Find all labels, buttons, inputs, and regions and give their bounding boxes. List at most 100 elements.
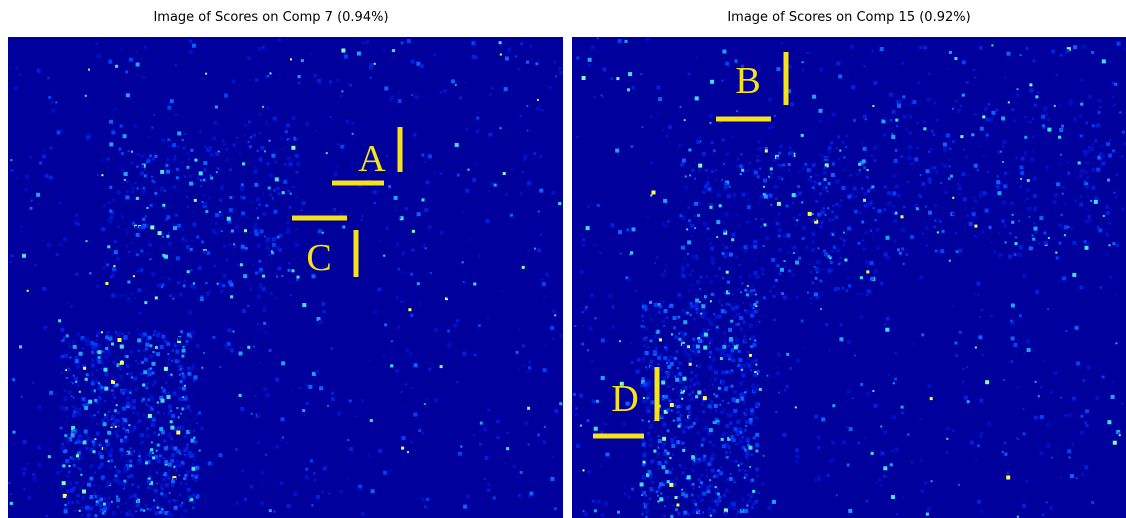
speckle xyxy=(268,509,272,513)
speckle xyxy=(776,163,779,166)
speckle xyxy=(965,81,969,85)
speckle xyxy=(1113,191,1116,194)
speckle xyxy=(274,150,277,153)
speckle xyxy=(374,310,378,314)
speckle xyxy=(76,451,81,456)
speckle xyxy=(350,162,353,164)
speckle xyxy=(104,372,109,377)
speckle xyxy=(819,67,824,72)
speckle xyxy=(732,136,734,139)
speckle xyxy=(74,509,77,512)
speckle xyxy=(664,264,667,267)
speckle xyxy=(177,425,182,430)
speckle xyxy=(185,245,190,249)
speckle xyxy=(170,425,175,430)
speckle xyxy=(928,181,932,184)
speckle xyxy=(660,414,664,418)
speckle xyxy=(1041,124,1045,128)
speckle xyxy=(1032,135,1036,139)
speckle xyxy=(1002,145,1005,148)
speckle xyxy=(83,429,88,434)
speckle xyxy=(123,487,126,490)
speckle xyxy=(258,267,263,272)
speckle xyxy=(146,158,151,163)
speckle xyxy=(642,344,646,348)
speckle xyxy=(1116,41,1121,46)
speckle xyxy=(172,157,177,162)
speckle xyxy=(409,352,413,356)
speckle xyxy=(85,505,90,510)
speckle xyxy=(709,460,712,463)
speckle xyxy=(707,329,710,332)
speckle xyxy=(115,383,119,387)
speckle xyxy=(683,510,688,515)
speckle xyxy=(684,257,687,260)
speckle xyxy=(630,361,634,365)
speckle xyxy=(165,381,168,384)
speckle xyxy=(106,157,110,161)
speckle xyxy=(1044,113,1048,117)
speckle xyxy=(117,470,121,473)
speckle xyxy=(649,115,653,119)
speckle xyxy=(1094,139,1098,143)
speckle xyxy=(192,506,195,509)
speckle xyxy=(473,434,476,436)
speckle xyxy=(86,436,91,441)
speckle xyxy=(129,447,132,450)
speckle xyxy=(800,133,804,137)
speckle xyxy=(767,506,772,510)
speckle xyxy=(950,174,953,178)
speckle xyxy=(1047,127,1052,132)
speckle xyxy=(642,320,644,323)
speckle xyxy=(297,75,301,79)
speckle xyxy=(744,469,747,472)
speckle xyxy=(753,303,757,307)
speckle xyxy=(138,455,141,458)
speckle xyxy=(717,314,722,319)
speckle xyxy=(981,230,985,234)
speckle xyxy=(101,227,105,232)
speckle xyxy=(106,330,111,335)
speckle xyxy=(801,201,804,204)
speckle xyxy=(99,454,104,459)
speckle xyxy=(849,193,854,197)
speckle xyxy=(705,226,708,229)
speckle xyxy=(123,418,128,423)
speckle xyxy=(331,391,335,395)
speckle xyxy=(239,263,243,267)
speckle xyxy=(108,352,112,356)
speckle xyxy=(888,373,890,376)
speckle xyxy=(926,507,931,512)
speckle xyxy=(147,136,150,139)
speckle xyxy=(884,323,886,325)
speckle xyxy=(533,152,537,156)
speckle xyxy=(694,202,697,205)
speckle xyxy=(321,490,324,494)
speckle xyxy=(703,345,708,350)
speckle xyxy=(710,292,714,296)
speckle xyxy=(395,368,400,373)
speckle xyxy=(700,473,704,477)
speckle xyxy=(1039,415,1044,419)
speckle xyxy=(744,428,747,432)
speckle xyxy=(708,318,712,323)
speckle xyxy=(166,234,170,238)
speckle xyxy=(801,68,805,72)
speckle xyxy=(760,267,765,272)
speckle xyxy=(852,397,855,400)
speckle xyxy=(157,283,162,288)
speckle xyxy=(1003,441,1007,445)
speckle xyxy=(232,143,236,147)
speckle xyxy=(108,336,113,341)
speckle xyxy=(1084,219,1089,224)
speckle xyxy=(651,487,654,490)
speckle xyxy=(676,367,679,370)
speckle xyxy=(1020,171,1025,175)
speckle xyxy=(222,284,225,288)
speckle xyxy=(1001,219,1005,224)
speckle xyxy=(755,467,759,472)
speckle xyxy=(700,333,705,338)
speckle xyxy=(113,478,118,483)
speckle xyxy=(124,354,127,357)
speckle xyxy=(281,361,286,366)
